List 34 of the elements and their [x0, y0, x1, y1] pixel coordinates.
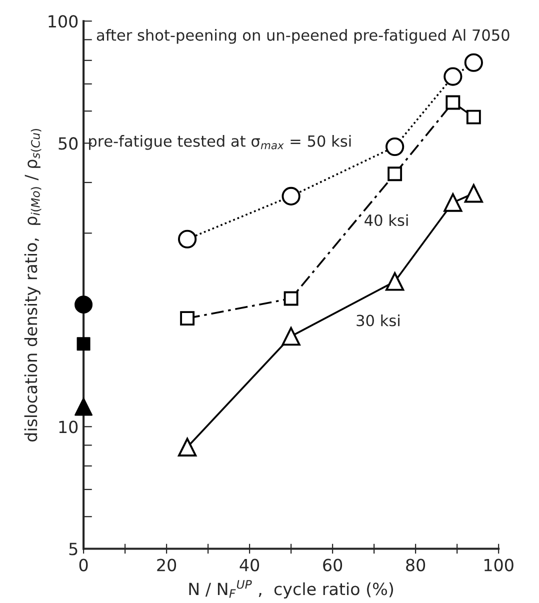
point [282, 327, 300, 346]
point [444, 193, 462, 212]
text: after shot-peening on un-peened pre-fatigued Al 7050 [96, 29, 510, 44]
x-tick-label: 80 [406, 558, 426, 572]
x-tick-label: 100 [484, 558, 514, 572]
point [446, 95, 460, 110]
point [282, 186, 300, 206]
point [464, 184, 483, 203]
y-tick-label: 50 [58, 137, 78, 150]
point [284, 291, 298, 306]
y-tick-label: 10 [59, 420, 78, 434]
y-tick-label: 100 [48, 15, 78, 28]
x-tick-label: 40 [240, 558, 260, 572]
x-tick-label: 20 [157, 558, 176, 572]
y-axis-title: dislocation density ratio, ρ$_{i(Mo)}$ / ρ$_{s(Cu)}$ [24, 128, 42, 442]
point [178, 438, 197, 456]
point [74, 296, 93, 314]
x-tick-label: 0 [79, 558, 88, 572]
point [386, 137, 404, 156]
point [388, 166, 402, 182]
point [386, 272, 404, 291]
point [464, 53, 483, 72]
x-tick-label: 60 [323, 558, 342, 572]
point [76, 337, 90, 351]
annotation: 40 ksi [364, 214, 408, 226]
x-axis-title: N / N$_{F}$$^{UP}$ , cycle ratio (%) [189, 580, 394, 598]
annotation: 30 ksi [356, 314, 400, 326]
point [74, 398, 93, 416]
point [180, 311, 195, 326]
point [178, 230, 197, 248]
y-tick-label: 5 [69, 542, 78, 556]
annotation: pre-fatigue tested at σ$_{max}$ = 50 ksi [89, 135, 351, 150]
point [444, 67, 462, 86]
point [466, 110, 481, 124]
